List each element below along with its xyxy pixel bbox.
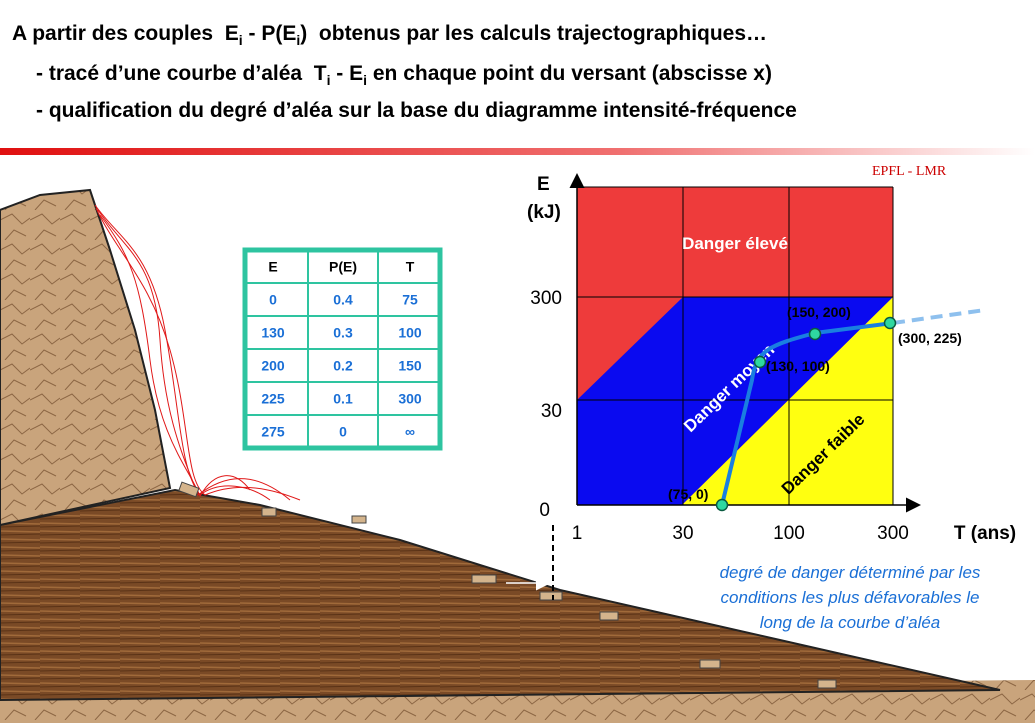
header-line: A partir des couples Ei - P(Ei) obtenus … [12,22,767,48]
header-line: - tracé d’une courbe d’aléa Ti - Ei en c… [36,62,772,88]
caption-line: conditions les plus défavorables le [721,588,980,607]
x-tick-label: 100 [773,523,805,544]
table-cell: 275 [261,424,285,440]
table-cell: 200 [261,358,285,374]
table-cell: 0.2 [333,358,353,374]
table-cell: 75 [402,292,418,308]
table-cell: 100 [398,325,422,341]
header-line: - qualification du degré d’aléa sur la b… [36,99,797,122]
table-header: T [406,259,415,275]
position-label: x [512,557,521,577]
table-cell: 225 [261,391,285,407]
zone-label: Danger élevé [682,234,788,253]
table-cell: 130 [261,325,285,341]
curve-extension [893,310,985,323]
table-cell: ∞ [405,424,415,440]
table-cell: 0 [339,424,347,440]
table-header: E [268,259,277,275]
point-label: (150, 200) [787,304,851,320]
divider [0,148,1035,155]
y-axis-unit: (kJ) [527,202,561,223]
table-cell: 150 [398,358,422,374]
credit: EPFL - LMR [872,164,947,179]
table-cell: 0 [269,292,277,308]
y-tick-label: 30 [541,401,562,422]
caption-line: long de la courbe d’aléa [760,613,941,632]
table-cell: 300 [398,391,422,407]
point-label: (300, 225) [898,330,962,346]
x-axis-label: T (ans) [954,523,1016,544]
slide: A partir des couples Ei - P(Ei) obtenus … [0,0,1035,723]
table-cell: 0.1 [333,391,353,407]
caption-line: degré de danger déterminé par les [720,563,981,582]
y-tick-label: 300 [530,288,562,309]
x-tick-label: 300 [877,523,909,544]
x-tick-label: 30 [672,523,693,544]
y-axis-label: E [537,174,550,195]
table-header: P(E) [329,259,357,275]
cliff [0,190,170,525]
y-tick-label: 0 [539,500,550,521]
point-label: (75, 0) [668,486,708,502]
table-cell: 0.3 [333,325,353,341]
point-label: (130, 100) [766,358,830,374]
table-cell: 0.4 [333,292,353,308]
x-tick-label: 1 [572,523,583,544]
